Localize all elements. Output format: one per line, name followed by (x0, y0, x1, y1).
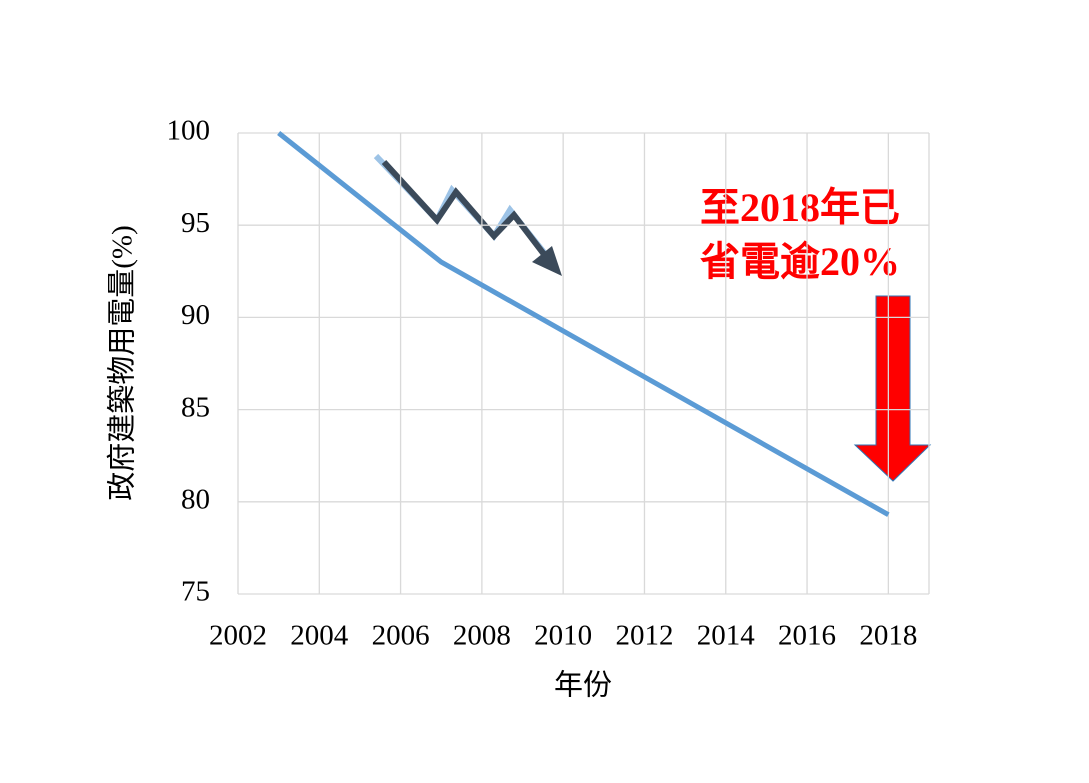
y-tick-label: 90 (181, 299, 210, 331)
zigzag-shadow (373, 153, 553, 262)
zigzag-arrowhead (532, 246, 562, 276)
data-line (277, 131, 890, 517)
annotation: 省電逾20% (700, 239, 900, 284)
x-tick-label: 2010 (534, 620, 592, 652)
x-tick-label: 2016 (778, 620, 836, 652)
x-tick-label: 2008 (453, 620, 511, 652)
x-tick-label: 2002 (209, 620, 267, 652)
x-tick-label: 2006 (372, 620, 430, 652)
down-arrow (853, 295, 932, 482)
x-tick-label: 2012 (615, 620, 673, 652)
y-tick-label: 95 (181, 207, 210, 239)
x-tick-label: 2004 (290, 620, 349, 652)
zigzag-arrow (381, 159, 559, 272)
y-tick-label: 85 (181, 391, 210, 423)
x-axis-label: 年份 (554, 669, 612, 702)
y-tick-label: 75 (181, 576, 210, 608)
x-tick-label: 2014 (697, 620, 756, 652)
y-axis-label: 政府建築物用電量(%) (106, 225, 139, 500)
y-tick-label: 100 (167, 115, 211, 147)
y-tick-label: 80 (181, 483, 210, 515)
x-tick-label: 2018 (859, 620, 917, 652)
annotation: 至2018年已 (700, 185, 900, 230)
